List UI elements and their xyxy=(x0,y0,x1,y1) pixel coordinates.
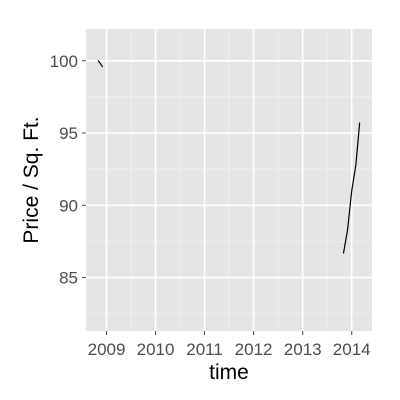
x-tick-label-2010: 2010 xyxy=(137,340,175,359)
x-tick-label-2009: 2009 xyxy=(88,340,126,359)
x-tick-label-2012: 2012 xyxy=(235,340,273,359)
x-tick-label-2011: 2011 xyxy=(186,340,223,359)
series-0-line-segment-0 xyxy=(97,60,103,68)
x-tick-label-2014: 2014 xyxy=(333,340,371,359)
data-layer xyxy=(97,60,361,254)
series-0-line-segment-1 xyxy=(342,122,361,254)
y-axis-title: Price / Sq. Ft. xyxy=(20,116,43,243)
y-tick-labels: 85 90 95 100 xyxy=(50,52,78,288)
grid-layer xyxy=(86,29,372,331)
y-tick-label-100: 100 xyxy=(50,52,78,71)
x-tick-labels: 2009 2010 2011 2012 2013 2014 xyxy=(88,340,371,359)
y-tick-label-95: 95 xyxy=(59,124,78,143)
y-tick-label-90: 90 xyxy=(59,196,78,215)
y-tick-label-85: 85 xyxy=(59,269,78,288)
x-tick-label-2013: 2013 xyxy=(284,340,322,359)
x-axis-title: time xyxy=(209,361,249,384)
tick-layer xyxy=(82,60,353,335)
